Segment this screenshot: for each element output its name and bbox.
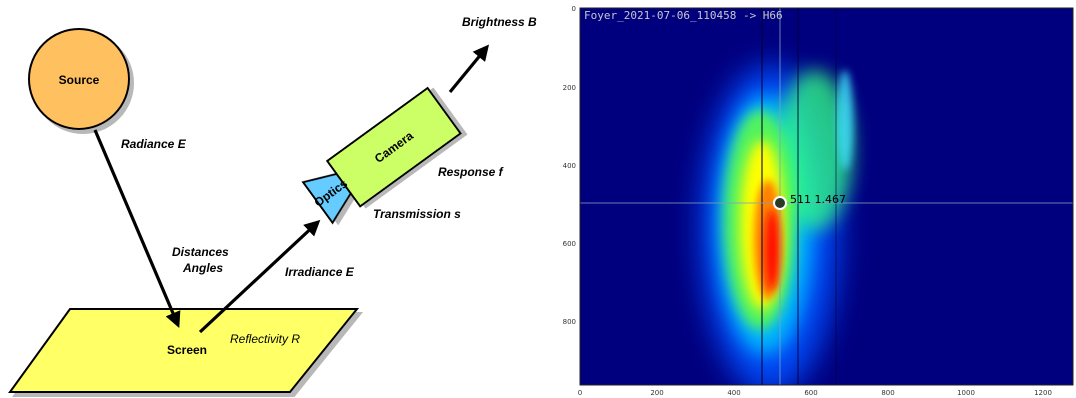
- camera-body: [325, 86, 462, 208]
- image-panel: 511 1.467 Foyer_2021-07-06_110458 -> H66…: [563, 5, 1074, 397]
- x-tick-label: 600: [804, 389, 817, 397]
- reflectivity-label: Reflectivity R: [230, 332, 300, 346]
- x-tick-label: 400: [727, 389, 740, 397]
- irradiance-arrow: [198, 219, 321, 334]
- image-frame: [579, 7, 1074, 386]
- transmission-label: Transmission s: [373, 207, 461, 221]
- screen-node: Screen Reflectivity R: [8, 308, 360, 393]
- radiance-label: Radiance E: [121, 137, 187, 151]
- source-circle: [28, 28, 130, 130]
- x-tick-label: 0: [578, 389, 582, 397]
- y-tick-label: 800: [563, 318, 576, 326]
- brightness-label: Brightness B: [462, 15, 537, 29]
- y-axis: 0 200 400 600 800: [563, 5, 576, 326]
- angles-label: Angles: [182, 261, 223, 275]
- distances-label: Distances: [172, 245, 229, 259]
- measurement-marker: [773, 196, 787, 210]
- x-tick-label: 1000: [957, 389, 975, 397]
- x-tick-label: 800: [881, 389, 894, 397]
- response-label: Response f: [438, 165, 504, 179]
- measurement-diagram: Source Screen Reflectivity R Radiance E …: [8, 15, 537, 393]
- heat-green-right: [777, 70, 853, 230]
- y-tick-label: 600: [563, 240, 576, 248]
- x-tick-label: 1200: [1034, 389, 1052, 397]
- brightness-arrow: [448, 44, 490, 94]
- y-tick-label: 200: [563, 84, 576, 92]
- screen-label: Screen: [167, 343, 207, 357]
- image-title: Foyer_2021-07-06_110458 -> H66: [584, 9, 783, 22]
- irradiance-label: Irradiance E: [285, 265, 355, 279]
- screen-plane: [8, 308, 360, 393]
- heatmap-blobs: 511 1.467 Foyer_2021-07-06_110458 -> H66: [580, 8, 1073, 385]
- marker-value-label: 511 1.467: [790, 193, 846, 206]
- x-axis: 0 200 400 600 800 1000 1200: [578, 389, 1052, 397]
- source-label: Source: [59, 73, 100, 87]
- heat-cyan-band: [837, 70, 853, 170]
- y-tick-label: 0: [572, 5, 576, 13]
- source-node: Source: [28, 28, 130, 130]
- camera-assembly: Optics Camera: [301, 86, 462, 225]
- heat-red: [765, 210, 779, 290]
- radiance-arrow: [93, 129, 181, 328]
- x-tick-label: 200: [650, 389, 663, 397]
- y-tick-label: 400: [563, 162, 576, 170]
